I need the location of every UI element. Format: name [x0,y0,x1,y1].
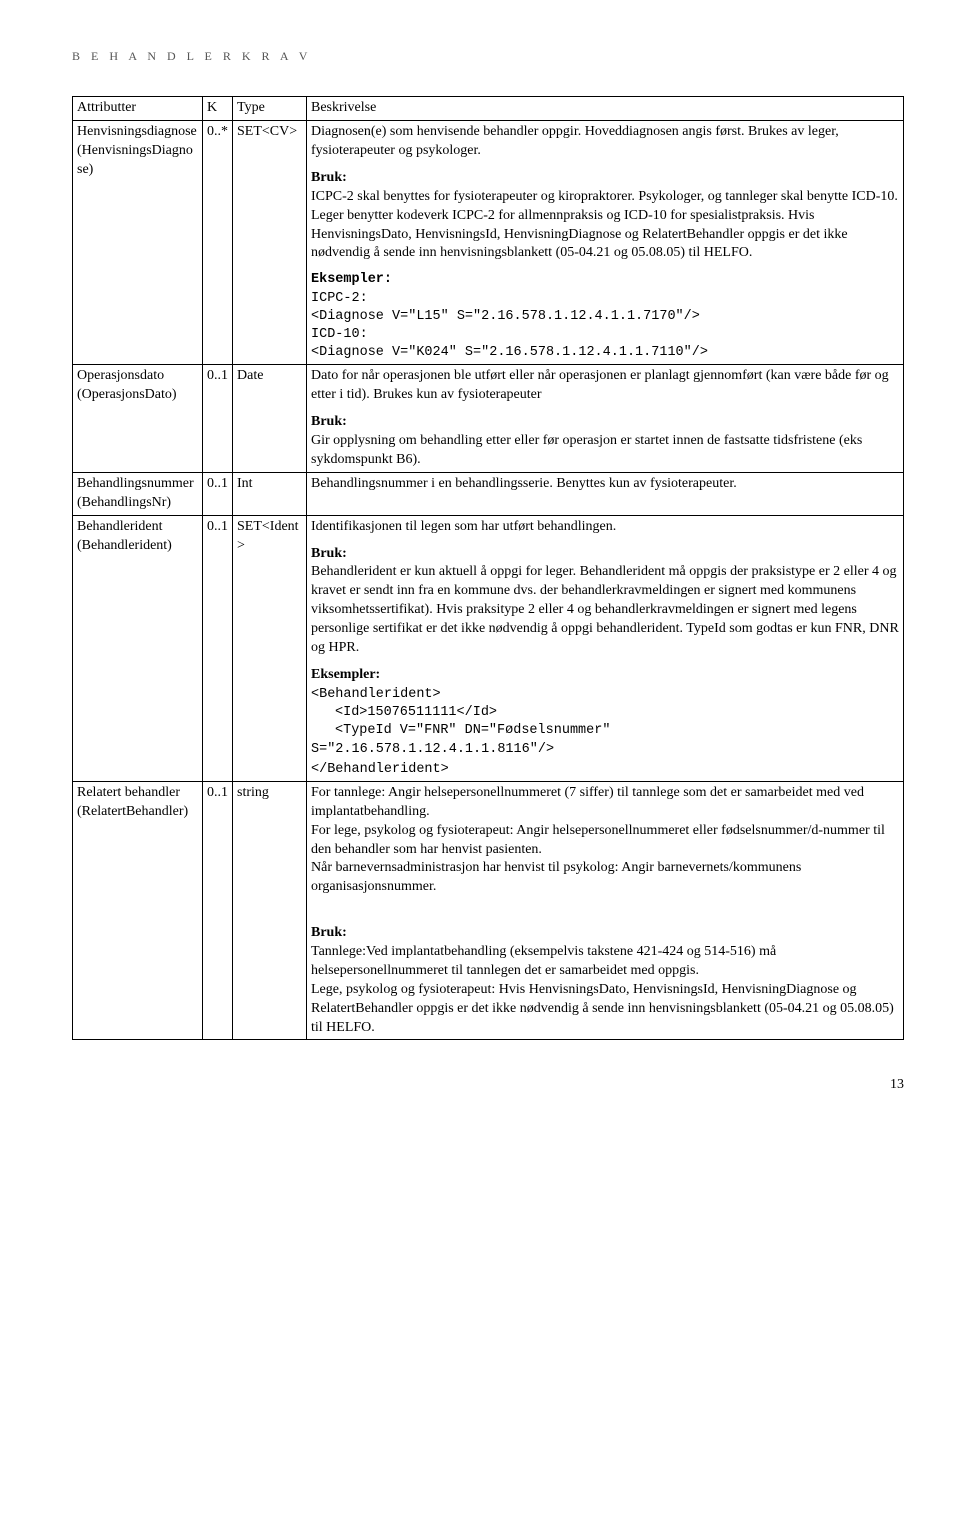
desc-paragraph: For tannlege: Angir helsepersonellnummer… [311,785,864,819]
cell-type: Int [233,472,307,515]
table-row: Relatert behandler (RelatertBehandler) 0… [73,781,904,1040]
eksempler-label: Eksempler: [311,272,392,287]
attr-name: Henvisningsdiagnose [77,124,197,139]
cell-type: SET<Ident> [233,515,307,781]
cell-type: string [233,781,307,1040]
cell-k: 0..1 [203,515,233,781]
page-header: B E H A N D L E R K R A V [72,48,904,64]
bruk-label: Bruk: [311,925,347,940]
bruk-label: Bruk: [311,170,347,185]
attr-tech: (RelatertBehandler) [77,804,188,819]
cell-type: SET<CV> [233,121,307,365]
attr-tech: (HenvisningsDiagnose) [77,143,193,177]
attr-name: Behandlerident [77,519,163,534]
cell-attr: Operasjonsdato (OperasjonsDato) [73,365,203,472]
example-line: ICPC-2: [311,291,368,306]
attributes-table: Attributter K Type Beskrivelse Henvisnin… [72,96,904,1040]
attr-name: Operasjonsdato [77,368,164,383]
example-line: S="2.16.578.1.12.4.1.1.8116"/> [311,742,554,757]
attr-tech: (BehandlingsNr) [77,495,171,510]
desc-paragraph: Når barnevernsadministrasjon har henvist… [311,860,801,894]
example-line: ICD-10: [311,327,368,342]
cell-attr: Behandlingsnummer (BehandlingsNr) [73,472,203,515]
example-line: </Behandlerident> [311,762,449,777]
table-row: Behandlerident (Behandlerident) 0..1 SET… [73,515,904,781]
attr-tech: (OperasjonsDato) [77,387,177,402]
cell-attr: Henvisningsdiagnose (HenvisningsDiagnose… [73,121,203,365]
bruk-text: Behandlerident er kun aktuell å oppgi fo… [311,564,899,655]
header-attributter: Attributter [73,97,203,121]
cell-desc: Dato for når operasjonen ble utført elle… [307,365,904,472]
cell-k: 0..1 [203,781,233,1040]
attr-name: Behandlingsnummer [77,476,194,491]
cell-attr: Relatert behandler (RelatertBehandler) [73,781,203,1040]
bruk-text: Gir opplysning om behandling etter eller… [311,433,862,467]
example-line: <Diagnose V="L15" S="2.16.578.1.12.4.1.1… [311,309,700,324]
table-row: Behandlingsnummer (BehandlingsNr) 0..1 I… [73,472,904,515]
desc-paragraph: Diagnosen(e) som henvisende behandler op… [311,123,899,161]
eksempler-label: Eksempler: [311,667,380,682]
desc-paragraph: Behandlingsnummer i en behandlingsserie.… [311,475,899,494]
table-header-row: Attributter K Type Beskrivelse [73,97,904,121]
desc-paragraph: For lege, psykolog og fysioterapeut: Ang… [311,823,885,857]
cell-desc: Identifikasjonen til legen som har utfør… [307,515,904,781]
cell-desc: Diagnosen(e) som henvisende behandler op… [307,121,904,365]
cell-type: Date [233,365,307,472]
desc-paragraph: Dato for når operasjonen ble utført elle… [311,367,899,405]
header-type: Type [233,97,307,121]
header-k: K [203,97,233,121]
header-beskrivelse: Beskrivelse [307,97,904,121]
cell-desc: For tannlege: Angir helsepersonellnummer… [307,781,904,1040]
example-line: <TypeId V="FNR" DN="Fødselsnummer" [311,722,899,740]
attr-name: Relatert behandler [77,785,180,800]
bruk-text: Tannlege:Ved implantatbehandling (eksemp… [311,944,776,978]
attr-tech: (Behandlerident) [77,538,172,553]
cell-k: 0..1 [203,365,233,472]
bruk-label: Bruk: [311,546,347,561]
cell-k: 0..1 [203,472,233,515]
table-row: Operasjonsdato (OperasjonsDato) 0..1 Dat… [73,365,904,472]
bruk-text: ICPC-2 skal benyttes for fysioterapeuter… [311,189,898,261]
page-number: 13 [72,1076,904,1095]
desc-paragraph: Identifikasjonen til legen som har utfør… [311,518,899,537]
bruk-text: Lege, psykolog og fysioterapeut: Hvis He… [311,982,894,1035]
bruk-label: Bruk: [311,414,347,429]
cell-attr: Behandlerident (Behandlerident) [73,515,203,781]
example-line: <Diagnose V="K024" S="2.16.578.1.12.4.1.… [311,345,708,360]
example-line: <Id>15076511111</Id> [311,704,899,722]
cell-k: 0..* [203,121,233,365]
cell-desc: Behandlingsnummer i en behandlingsserie.… [307,472,904,515]
example-line: <Behandlerident> [311,687,441,702]
table-row: Henvisningsdiagnose (HenvisningsDiagnose… [73,121,904,365]
